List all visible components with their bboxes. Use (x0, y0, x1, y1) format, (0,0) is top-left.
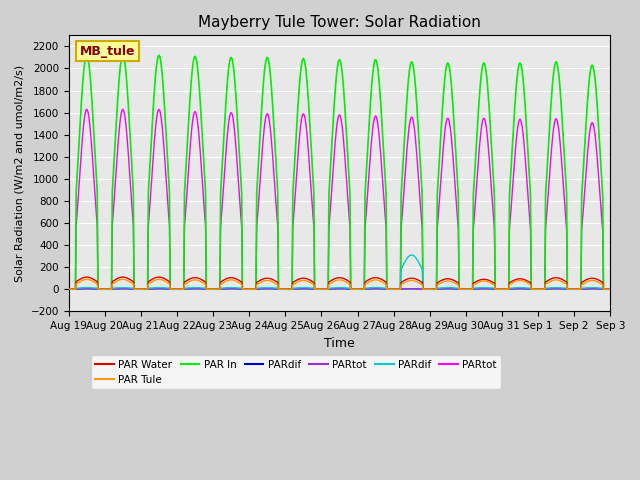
Y-axis label: Solar Radiation (W/m2 and umol/m2/s): Solar Radiation (W/m2 and umol/m2/s) (15, 65, 25, 282)
Text: MB_tule: MB_tule (79, 45, 135, 58)
Legend: PAR Water, PAR Tule, PAR In, PARdif, PARtot, PARdif, PARtot: PAR Water, PAR Tule, PAR In, PARdif, PAR… (92, 355, 501, 389)
X-axis label: Time: Time (324, 336, 355, 349)
Title: Mayberry Tule Tower: Solar Radiation: Mayberry Tule Tower: Solar Radiation (198, 15, 481, 30)
